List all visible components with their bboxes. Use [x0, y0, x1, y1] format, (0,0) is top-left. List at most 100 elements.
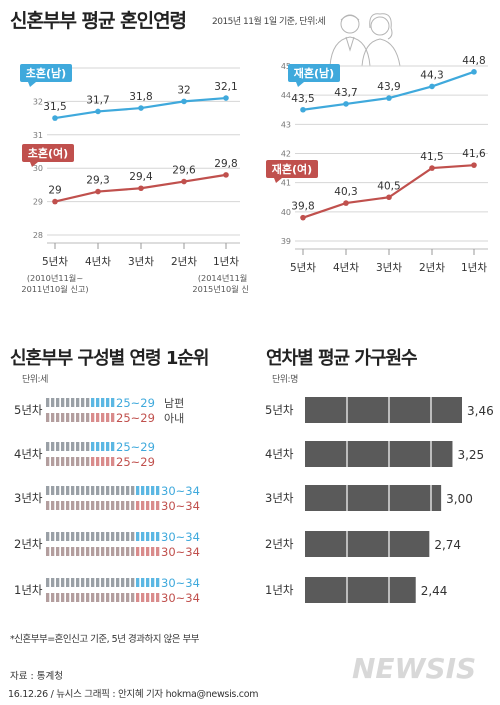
- age-value: 25~29: [116, 455, 155, 469]
- data-point: [429, 83, 435, 90]
- household-title: 연차별 평균 가구원수: [266, 348, 418, 369]
- series-label-pointer: [274, 178, 282, 183]
- bar-segment: [86, 501, 90, 510]
- bar-segment: [46, 593, 50, 602]
- bar-segment: [131, 547, 135, 556]
- bar-segment: [86, 532, 90, 541]
- bar-segment: [71, 442, 75, 451]
- bar-segment: [96, 457, 100, 466]
- bar-segment: [71, 398, 75, 407]
- bar-segment: [61, 547, 65, 556]
- bar-segment: [101, 398, 105, 407]
- bar-segment: [106, 457, 110, 466]
- bar-segment: [106, 413, 110, 422]
- bar-segment: [111, 398, 115, 407]
- household-value: 3,00: [446, 492, 473, 506]
- bar-segment: [71, 593, 75, 602]
- bar-segment: [66, 532, 70, 541]
- bar-segment: [151, 501, 155, 510]
- data-point: [300, 214, 306, 221]
- row-label: 4년차: [265, 447, 294, 461]
- bar-segment: [156, 501, 160, 510]
- bar-segment: [101, 442, 105, 451]
- data-label: 44,3: [420, 69, 443, 81]
- age-rank-title: 신혼부부 구성별 연령 1순위: [10, 348, 209, 369]
- bar-segment: [111, 593, 115, 602]
- y-tick-label: 42: [281, 150, 291, 159]
- bar-segment: [81, 486, 85, 495]
- data-point: [181, 98, 187, 105]
- bar-segment: [66, 413, 70, 422]
- bar-segment: [76, 501, 80, 510]
- bar-segment: [61, 532, 65, 541]
- bar-segment: [61, 486, 65, 495]
- bar-segment: [101, 578, 105, 587]
- series-label: 초혼(남): [26, 66, 66, 80]
- period-note: (2010년11월~: [27, 273, 83, 283]
- bar-segment: [81, 442, 85, 451]
- bar-segment: [116, 532, 120, 541]
- age-value: 25~29: [116, 411, 155, 425]
- bar-segment: [111, 578, 115, 587]
- legend-wife: 아내: [164, 412, 184, 425]
- period-note: (2014년11월~: [198, 273, 248, 283]
- y-tick-label: 39: [281, 237, 291, 246]
- household-bar: [305, 397, 462, 423]
- bar-segment: [56, 547, 60, 556]
- x-tick-label: 1년차: [213, 256, 239, 268]
- bar-segment: [116, 486, 120, 495]
- period-note: 2011년10월 신고): [21, 284, 88, 294]
- bar-segment: [71, 547, 75, 556]
- row-label: 2년차: [265, 537, 294, 551]
- bar-segment: [51, 547, 55, 556]
- bar-segment: [66, 398, 70, 407]
- bar-segment: [66, 442, 70, 451]
- bar-segment: [151, 578, 155, 587]
- bar-segment: [101, 413, 105, 422]
- bar-segment: [86, 578, 90, 587]
- bar-segment: [66, 593, 70, 602]
- bar-segment: [86, 413, 90, 422]
- x-tick-label: 4년차: [85, 256, 111, 268]
- age-value: 30~34: [161, 499, 200, 513]
- data-label: 32: [177, 84, 190, 96]
- x-tick-label: 5년차: [290, 262, 316, 274]
- data-label: 41,6: [462, 148, 486, 160]
- bar-segment: [81, 578, 85, 587]
- bar-segment: [146, 501, 150, 510]
- data-label: 29,8: [214, 158, 237, 170]
- series-label: 재혼(여): [272, 162, 312, 176]
- bar-segment: [106, 532, 110, 541]
- series-label-pointer: [296, 82, 304, 87]
- bar-segment: [81, 457, 85, 466]
- bar-segment: [111, 413, 115, 422]
- bar-segment: [56, 532, 60, 541]
- data-label: 29,6: [172, 165, 196, 177]
- x-tick-label: 3년차: [128, 256, 154, 268]
- bar-segment: [91, 398, 95, 407]
- bar-segment: [151, 486, 155, 495]
- bar-segment: [141, 501, 145, 510]
- age-value: 30~34: [161, 576, 200, 590]
- age-bar-wife: [46, 501, 160, 510]
- first-marriage-line-chart: 2829303132335년차4년차3년차2년차1년차(2010년11월~201…: [20, 64, 248, 294]
- bar-segment: [51, 442, 55, 451]
- bar-segment: [56, 578, 60, 587]
- bar-segment: [61, 501, 65, 510]
- bar-segment: [81, 501, 85, 510]
- data-point: [52, 198, 58, 205]
- bar-segment: [91, 547, 95, 556]
- x-tick-label: 5년차: [42, 256, 68, 268]
- bar-segment: [131, 486, 135, 495]
- bar-segment: [106, 486, 110, 495]
- row-label: 2년차: [14, 537, 43, 551]
- bar-segment: [156, 547, 160, 556]
- bar-segment: [91, 457, 95, 466]
- bar-segment: [76, 413, 80, 422]
- bar-segment: [136, 578, 140, 587]
- bar-segment: [136, 486, 140, 495]
- bar-segment: [46, 398, 50, 407]
- series-label-pointer: [28, 82, 36, 87]
- bar-segment: [101, 547, 105, 556]
